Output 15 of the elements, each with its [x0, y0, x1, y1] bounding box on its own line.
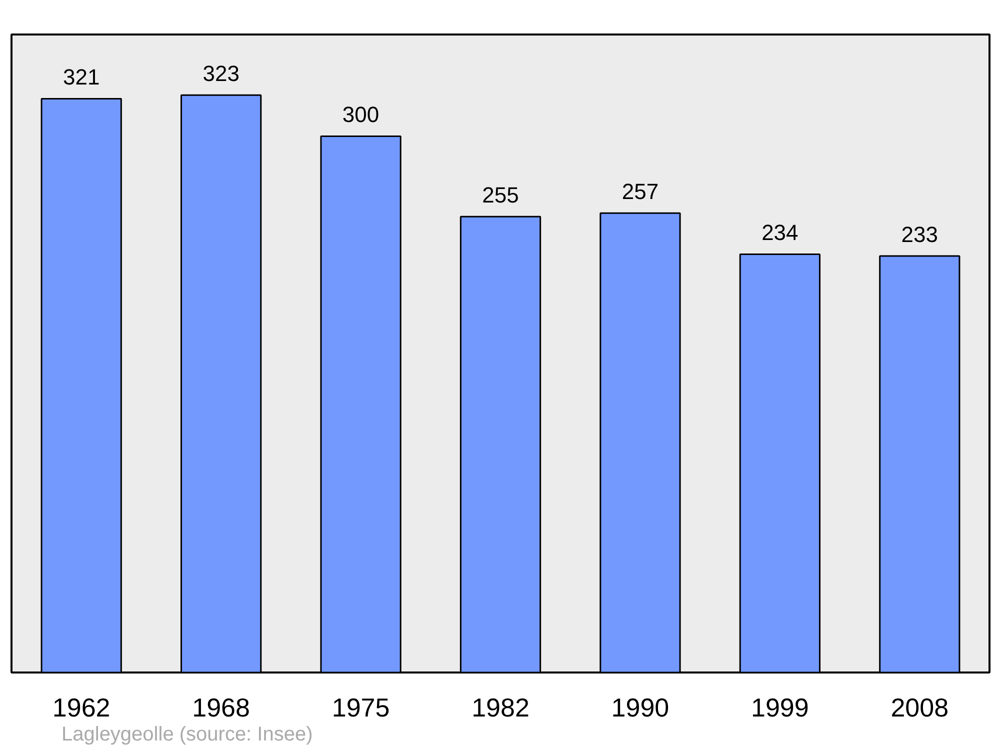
data-label: 321 [63, 64, 100, 90]
x-tick-label: 1999 [751, 692, 809, 722]
x-tick-label: 1990 [611, 692, 670, 722]
text: Lagleygeolle (source: Insee) [62, 724, 313, 746]
data-label: 255 [482, 182, 519, 208]
data-label: 233 [901, 222, 938, 248]
x-tick-label: 1962 [52, 692, 110, 722]
data-label: 234 [762, 220, 798, 246]
x-tick-label: 1975 [332, 692, 390, 722]
x-tick-label: 1968 [192, 692, 250, 722]
data-label: 257 [622, 179, 659, 204]
x-tick-label: 1982 [472, 692, 530, 722]
data-label: 323 [202, 61, 240, 86]
x-tick-label: 2008 [890, 692, 949, 722]
data-label: 300 [342, 102, 380, 128]
